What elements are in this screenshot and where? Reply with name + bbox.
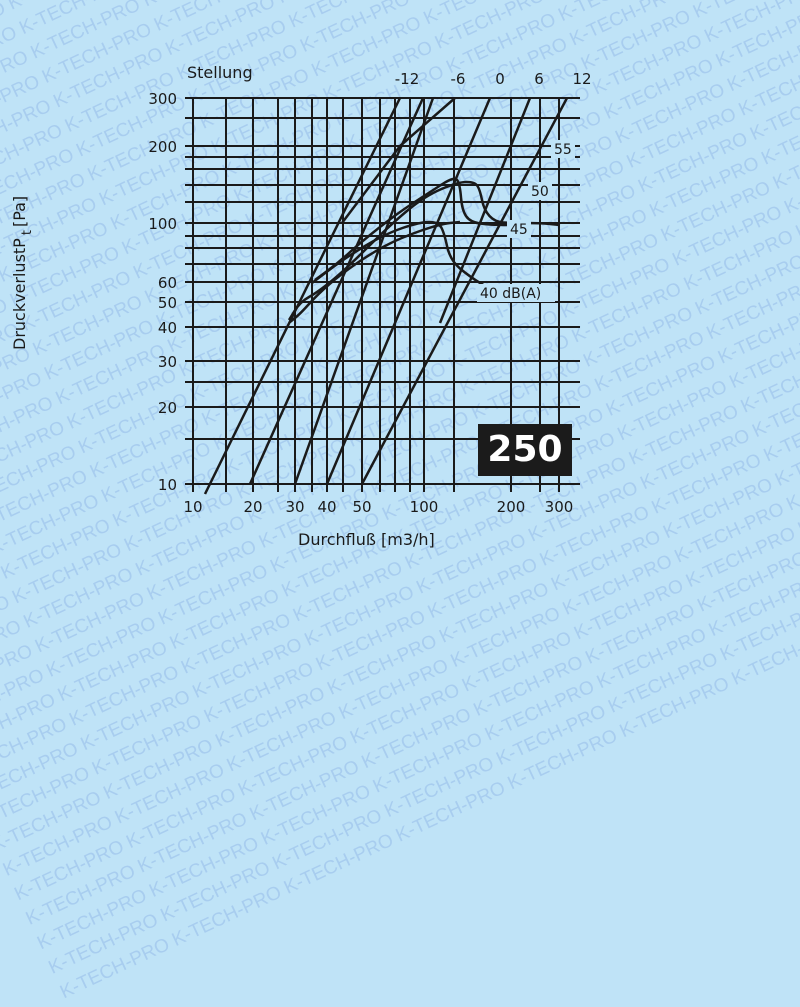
curve-label: 50 [531, 184, 549, 200]
damper-line [293, 97, 435, 485]
curves: 55 50 45 40 dB(A) [203, 97, 575, 495]
damper-line [341, 97, 456, 224]
stellung-tick-label: 0 [495, 70, 505, 88]
y-tick-label: 30 [158, 353, 177, 371]
stellung-tick-label: -12 [395, 70, 420, 88]
sound-curve [311, 220, 496, 294]
y-tick-label: 60 [158, 274, 177, 292]
y-tick-label: 20 [158, 399, 177, 417]
damper-line [248, 97, 425, 485]
curve-label-bg [551, 140, 575, 158]
y-tick-label: 50 [158, 294, 177, 312]
damper-line [203, 97, 402, 495]
size-badge: 250 [478, 424, 572, 476]
y-tick-label: 200 [148, 138, 177, 156]
stellung-tick-label: 6 [534, 70, 544, 88]
curve-label: 45 [510, 222, 528, 238]
x-tick-label: 100 [410, 498, 439, 516]
y-axis-title-unit: [Pa] [10, 195, 29, 228]
curve-label-bg [507, 220, 531, 238]
y-axis-title: DruckverlustP t [Pa] [10, 100, 36, 350]
x-tick-label: 40 [317, 498, 336, 516]
y-axis-title-main: DruckverlustP [10, 238, 29, 350]
top-axis-title: Stellung [187, 63, 253, 82]
x-tick-label: 10 [183, 498, 202, 516]
damper-line [325, 97, 492, 485]
stellung-tick-label: -6 [451, 70, 466, 88]
x-tick-label: 30 [285, 498, 304, 516]
y-tick-label: 300 [148, 90, 177, 108]
sound-curve [314, 177, 520, 282]
sound-curve [289, 220, 461, 323]
stellung-tick-label: 12 [572, 70, 591, 88]
curve-label: 55 [554, 142, 572, 158]
axis-tick-labels: 10 20 30 40 50 100 200 300300200100605040302010… [148, 70, 591, 516]
curve-label: 40 dB(A) [480, 286, 541, 302]
x-tick-label: 200 [497, 498, 526, 516]
curve-label-bg [477, 284, 555, 302]
x-tick-label: 50 [352, 498, 371, 516]
y-axis-title-sub: t [20, 230, 35, 236]
x-tick-label: 300 [545, 498, 574, 516]
y-tick-label: 40 [158, 319, 177, 337]
y-tick-label: 100 [148, 215, 177, 233]
y-tick-label: 10 [158, 476, 177, 494]
x-axis-title: Durchfluß [m3/h] [298, 530, 435, 549]
x-tick-label: 20 [243, 498, 262, 516]
curve-label-bg [528, 182, 552, 200]
damper-line [360, 97, 569, 485]
